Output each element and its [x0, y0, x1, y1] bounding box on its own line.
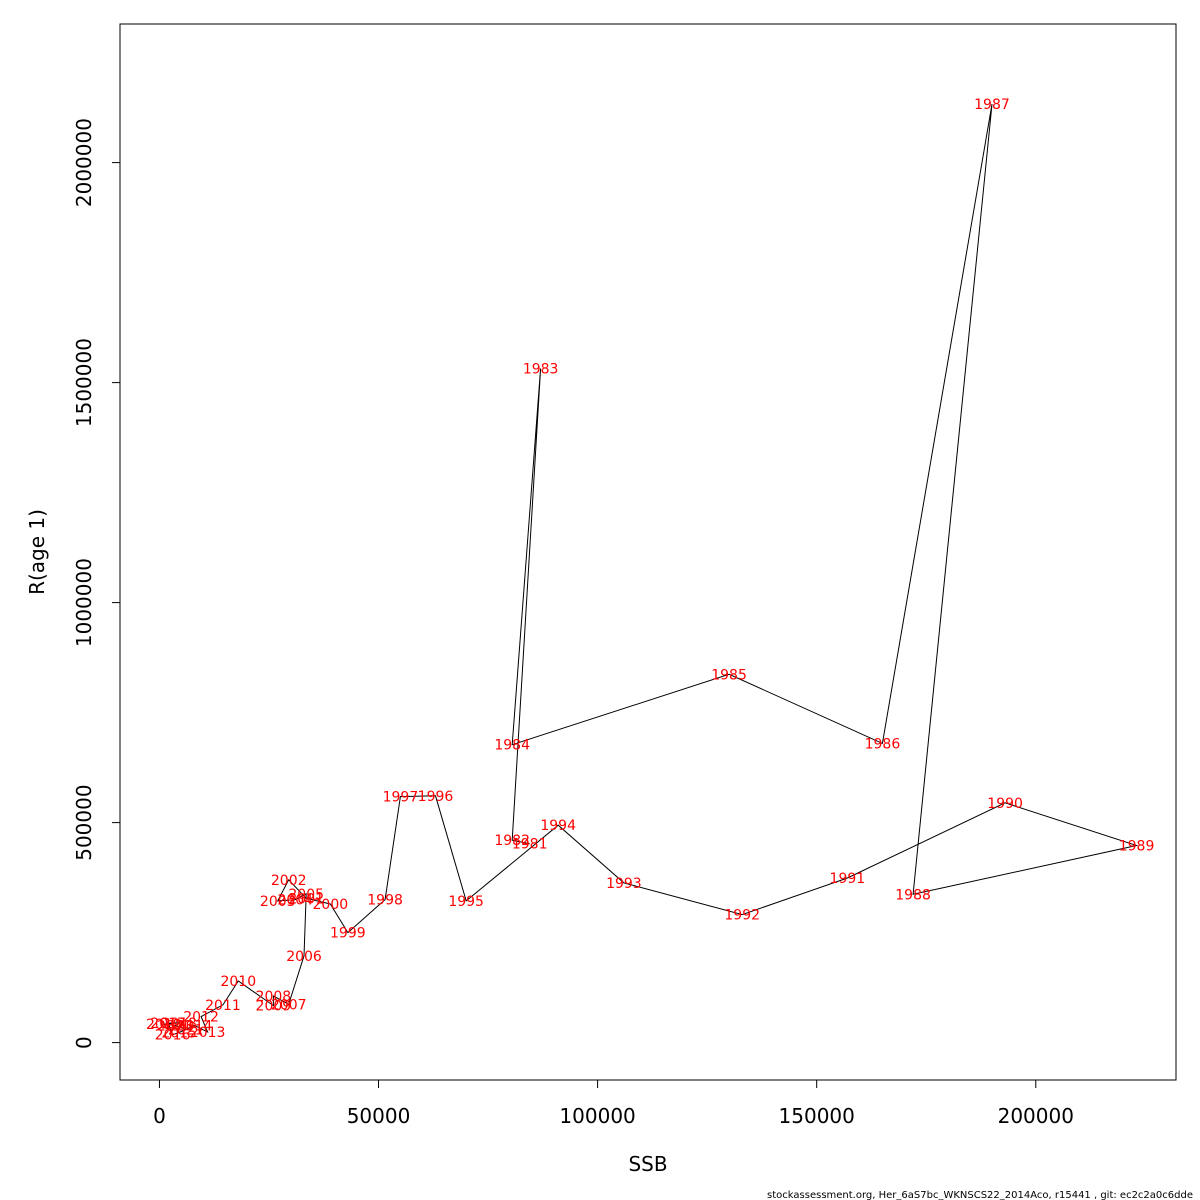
point-label-1999: 1999 — [330, 926, 366, 942]
x-tick-label: 0 — [153, 1104, 166, 1128]
point-label-2014: 2014 — [177, 1018, 213, 1034]
point-label-1981: 1981 — [512, 837, 548, 853]
series-path — [163, 104, 1139, 1036]
point-label-1985: 1985 — [711, 667, 747, 683]
point-label-2011: 2011 — [205, 998, 241, 1014]
point-label-2005: 2005 — [288, 887, 324, 903]
y-tick-label: 2000000 — [72, 118, 96, 207]
y-tick-label: 1500000 — [72, 338, 96, 427]
footer-text: stockassessment.org, Her_6aS7bc_WKNSCS22… — [767, 1190, 1193, 1200]
y-axis: 0 500000 1000000 1500000 2000000 — [72, 118, 121, 1049]
y-axis-title: R(age 1) — [25, 509, 49, 595]
point-label-1996: 1996 — [418, 789, 454, 805]
point-label-2010: 2010 — [220, 974, 256, 990]
point-label-2009: 2009 — [256, 999, 292, 1015]
x-axis: 0 50000 100000 150000 200000 — [153, 1079, 1074, 1128]
x-tick-label: 100000 — [559, 1104, 635, 1128]
point-label-1987: 1987 — [974, 97, 1010, 113]
x-tick-label: 200000 — [998, 1104, 1074, 1128]
point-label-1986: 1986 — [865, 736, 901, 752]
point-label-2021: 2021 — [168, 1022, 204, 1038]
point-label-1997: 1997 — [383, 790, 419, 806]
point-label-1990: 1990 — [987, 796, 1023, 812]
point-label-2018: 2018 — [161, 1016, 197, 1032]
x-tick-label: 150000 — [779, 1104, 855, 1128]
point-label-1989: 1989 — [1119, 838, 1155, 854]
point-label-2020: 2020 — [157, 1018, 193, 1034]
y-tick-label: 0 — [72, 1036, 96, 1049]
plot-frame — [119, 23, 1177, 1081]
point-label-2015: 2015 — [161, 1025, 197, 1041]
point-label-2008: 2008 — [256, 989, 292, 1005]
point-label-1998: 1998 — [367, 893, 403, 909]
x-axis-title: SSB — [628, 1152, 667, 1176]
point-label-2012: 2012 — [183, 1010, 219, 1026]
point-label-2013: 2013 — [190, 1025, 226, 1041]
point-label-1991: 1991 — [830, 871, 866, 887]
y-tick-label: 1000000 — [72, 558, 96, 647]
point-label-1983: 1983 — [523, 362, 559, 378]
point-label-2017: 2017 — [150, 1016, 186, 1032]
x-tick-label: 50000 — [347, 1104, 411, 1128]
point-label-2002: 2002 — [271, 873, 307, 889]
point-label-2004: 2004 — [277, 893, 313, 909]
point-label-2003: 2003 — [260, 894, 296, 910]
point-label-1994: 1994 — [540, 818, 576, 834]
point-label-2001: 2001 — [288, 891, 324, 907]
point-label-2016: 2016 — [155, 1028, 191, 1044]
point-label-1982: 1982 — [494, 833, 530, 849]
point-label-1993: 1993 — [606, 876, 642, 892]
series-line — [163, 104, 1139, 1036]
point-label-1988: 1988 — [895, 887, 931, 903]
point-label-1992: 1992 — [724, 908, 760, 924]
point-label-2000: 2000 — [313, 897, 349, 913]
y-tick-label: 500000 — [72, 784, 96, 860]
point-label-2007: 2007 — [271, 997, 307, 1013]
point-label-1995: 1995 — [448, 894, 484, 910]
point-label-2006: 2006 — [286, 949, 322, 965]
point-label-2019: 2019 — [146, 1017, 182, 1033]
point-label-1984: 1984 — [494, 738, 530, 754]
